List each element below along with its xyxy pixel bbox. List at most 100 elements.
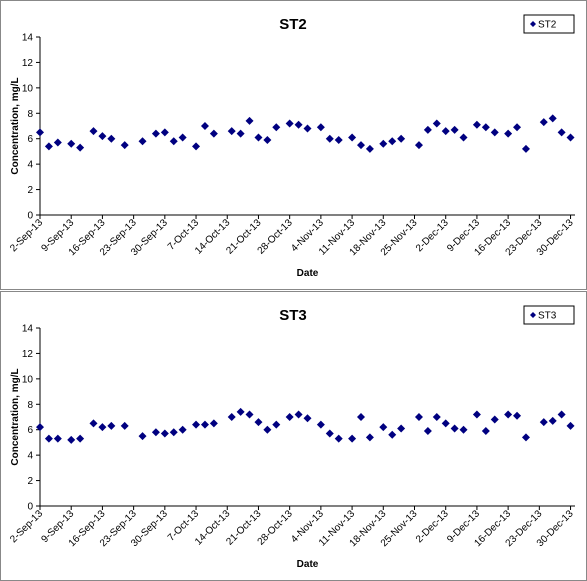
x-tick-label: 28-Oct-13 (256, 217, 296, 257)
data-point (334, 135, 343, 144)
data-point (285, 119, 294, 128)
data-point (490, 128, 499, 137)
x-tick-label: 2-Sep-13 (8, 217, 45, 254)
chart: ST2024681012142-Sep-139-Sep-1316-Sep-132… (0, 0, 587, 290)
data-point (397, 134, 406, 143)
data-point (539, 118, 548, 127)
data-point (98, 423, 107, 432)
data-point (472, 120, 481, 129)
data-point (263, 425, 272, 434)
legend-marker (530, 21, 536, 27)
x-axis-label: Date (297, 559, 319, 570)
data-point (138, 432, 147, 441)
x-tick-label: 2-Sep-13 (8, 508, 45, 545)
data-point (36, 128, 44, 137)
data-point (450, 125, 459, 134)
y-tick-label: 2 (27, 185, 33, 196)
y-tick-label: 0 (27, 211, 33, 222)
data-point (169, 137, 178, 146)
data-point (76, 143, 85, 152)
data-point (365, 433, 374, 442)
data-point (107, 134, 116, 143)
data-point (357, 413, 365, 421)
data-point (303, 124, 312, 133)
data-point (294, 120, 303, 129)
data-point (192, 420, 201, 429)
y-tick-label: 10 (22, 83, 34, 94)
data-point (200, 420, 209, 429)
data-point (254, 418, 263, 427)
data-point (548, 114, 557, 123)
data-point (160, 429, 169, 438)
data-point (365, 144, 374, 153)
data-point (548, 416, 557, 425)
x-axis-label: Date (297, 268, 319, 279)
data-point (245, 116, 254, 125)
data-point (160, 128, 169, 137)
data-point (178, 133, 187, 142)
data-point (254, 133, 263, 142)
y-tick-label: 14 (22, 33, 34, 44)
data-point (539, 418, 548, 427)
data-point (44, 142, 53, 151)
data-point (294, 410, 303, 419)
data-point (521, 144, 530, 153)
data-point (272, 123, 281, 132)
y-tick-label: 8 (27, 400, 33, 411)
data-point (325, 134, 334, 143)
y-tick-label: 12 (22, 58, 34, 69)
data-point (521, 433, 530, 442)
data-point (138, 137, 147, 146)
y-axis-label: Concentration, mg/L (10, 368, 21, 465)
data-point (178, 425, 187, 434)
data-point (481, 123, 490, 132)
y-tick-label: 8 (27, 109, 33, 120)
data-point (67, 139, 76, 148)
x-tick-label: 2-Dec-13 (414, 508, 451, 545)
data-point (325, 429, 334, 438)
data-point (263, 135, 272, 144)
x-tick-label: 28-Oct-13 (256, 508, 296, 548)
data-point (303, 414, 312, 423)
data-point (120, 141, 129, 150)
data-point (348, 133, 357, 142)
data-point (441, 419, 450, 428)
data-point (388, 430, 397, 439)
data-point (459, 133, 468, 142)
data-point (120, 421, 129, 430)
data-point (316, 123, 325, 132)
data-point (388, 137, 397, 146)
y-tick-label: 4 (27, 451, 33, 462)
data-point (285, 413, 294, 421)
y-tick-label: 6 (27, 425, 33, 436)
data-point (236, 129, 245, 138)
legend-box (523, 305, 575, 325)
data-point (557, 128, 566, 137)
data-point (53, 138, 62, 147)
data-point (481, 426, 490, 435)
data-point (450, 424, 459, 433)
data-point (192, 142, 201, 151)
data-point (236, 407, 245, 416)
data-point (432, 119, 441, 128)
y-tick-label: 4 (27, 160, 33, 171)
data-point (423, 125, 432, 134)
data-point (348, 434, 357, 443)
data-point (151, 428, 160, 437)
legend-box (523, 14, 575, 34)
x-tick-label: 2-Dec-13 (414, 217, 451, 254)
data-point (397, 424, 406, 433)
data-point (169, 428, 178, 437)
y-tick-label: 10 (22, 374, 34, 385)
data-point (379, 139, 388, 148)
chart: ST3024681012142-Sep-139-Sep-1316-Sep-132… (0, 291, 587, 581)
data-point (151, 129, 160, 138)
y-tick-label: 14 (22, 324, 34, 335)
legend-label: ST3 (538, 311, 557, 322)
data-point (423, 426, 432, 435)
data-point (67, 435, 76, 444)
data-point (441, 127, 450, 136)
y-tick-label: 6 (27, 134, 33, 145)
data-point (272, 420, 281, 429)
data-point (107, 421, 116, 430)
